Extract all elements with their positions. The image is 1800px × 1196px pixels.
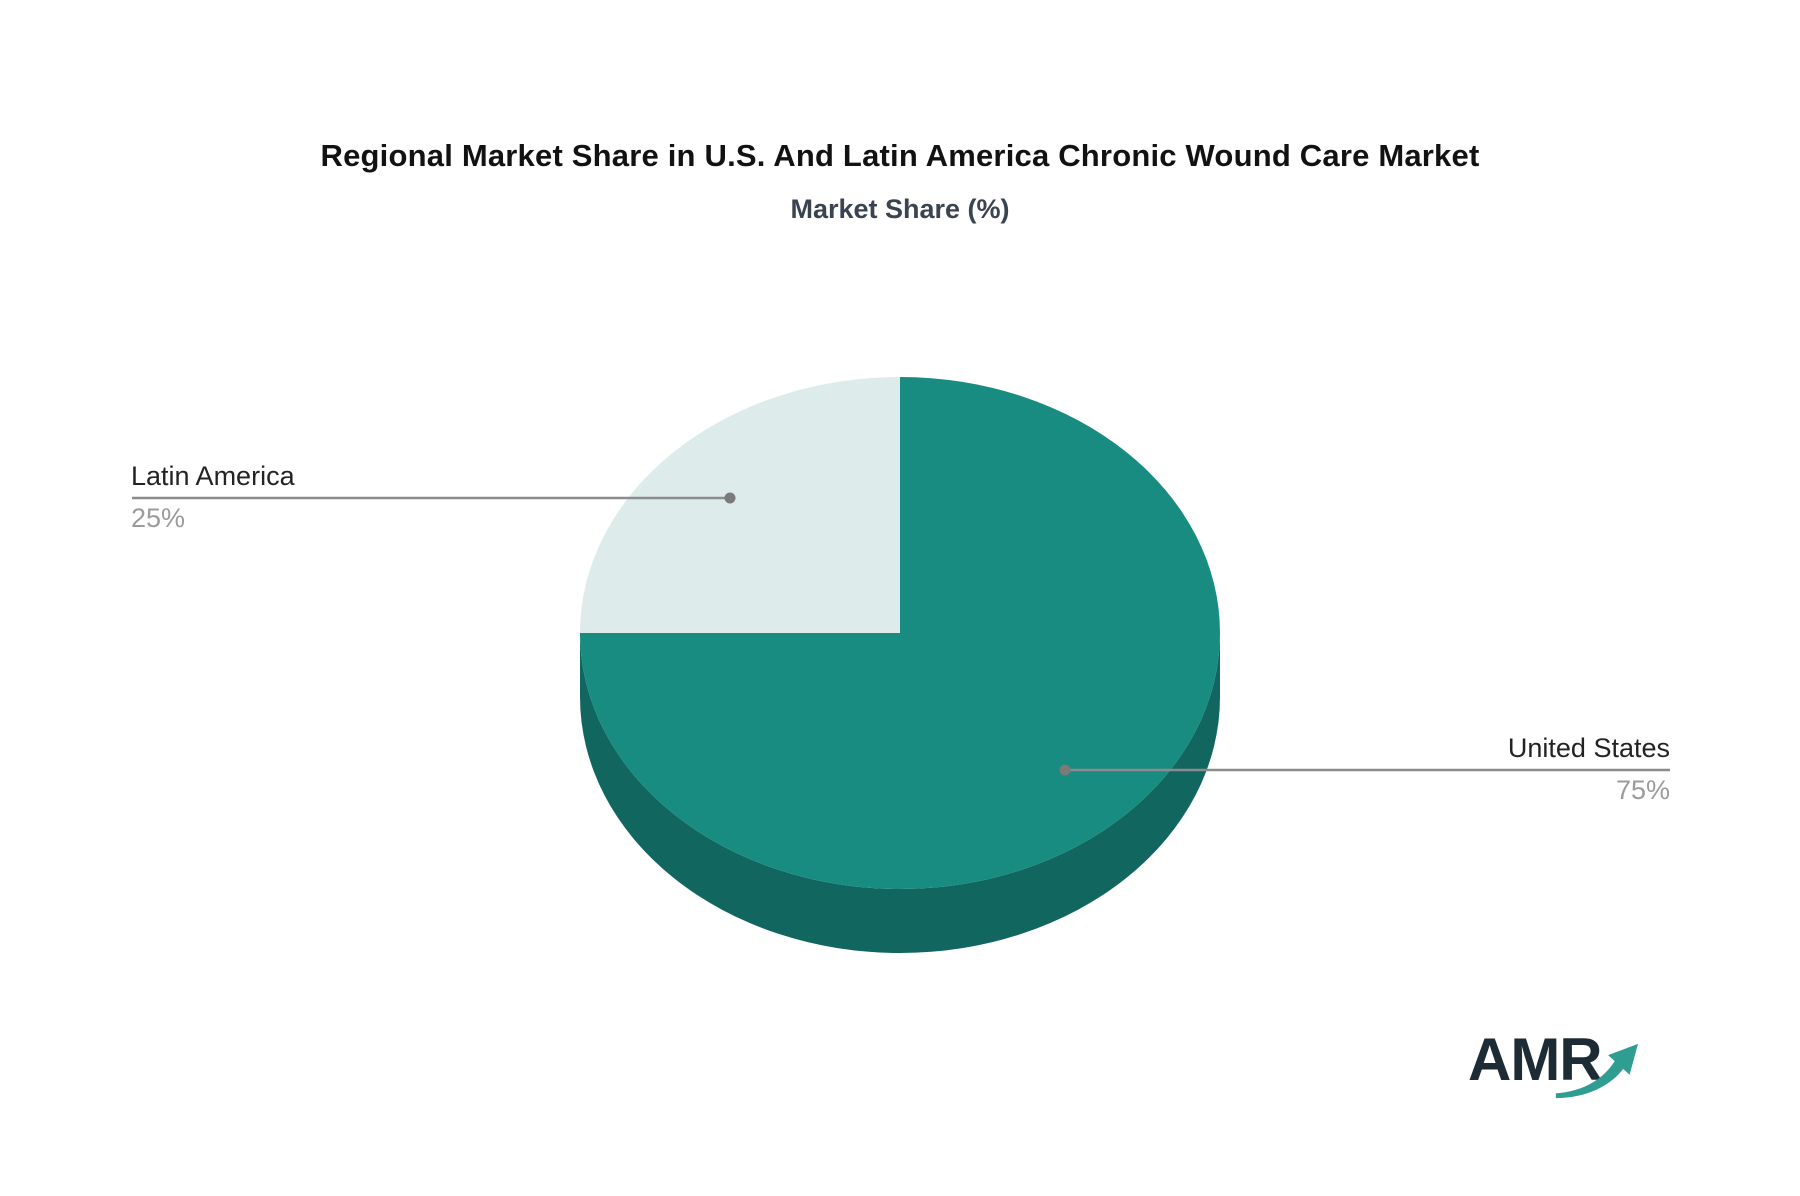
amr-logo-text: AMR [1468, 1026, 1603, 1093]
value-united-states: 75% [1615, 775, 1670, 805]
callout-dot-latin-america [724, 492, 736, 504]
value-latin-america: 25% [131, 503, 186, 533]
label-latin-america: Latin America [131, 461, 295, 491]
pie-slice-latin-america[interactable] [580, 377, 900, 633]
callout-dot-united-states [1059, 764, 1071, 776]
amr-logo: AMR [1468, 1030, 1648, 1110]
chart-title: Regional Market Share in U.S. And Latin … [320, 138, 1480, 173]
chart-subtitle: Market Share (%) [790, 194, 1010, 224]
label-united-states: United States [1507, 733, 1670, 763]
amr-logo-arrow-icon [1555, 1043, 1638, 1099]
pie-side-rim [580, 633, 1220, 953]
